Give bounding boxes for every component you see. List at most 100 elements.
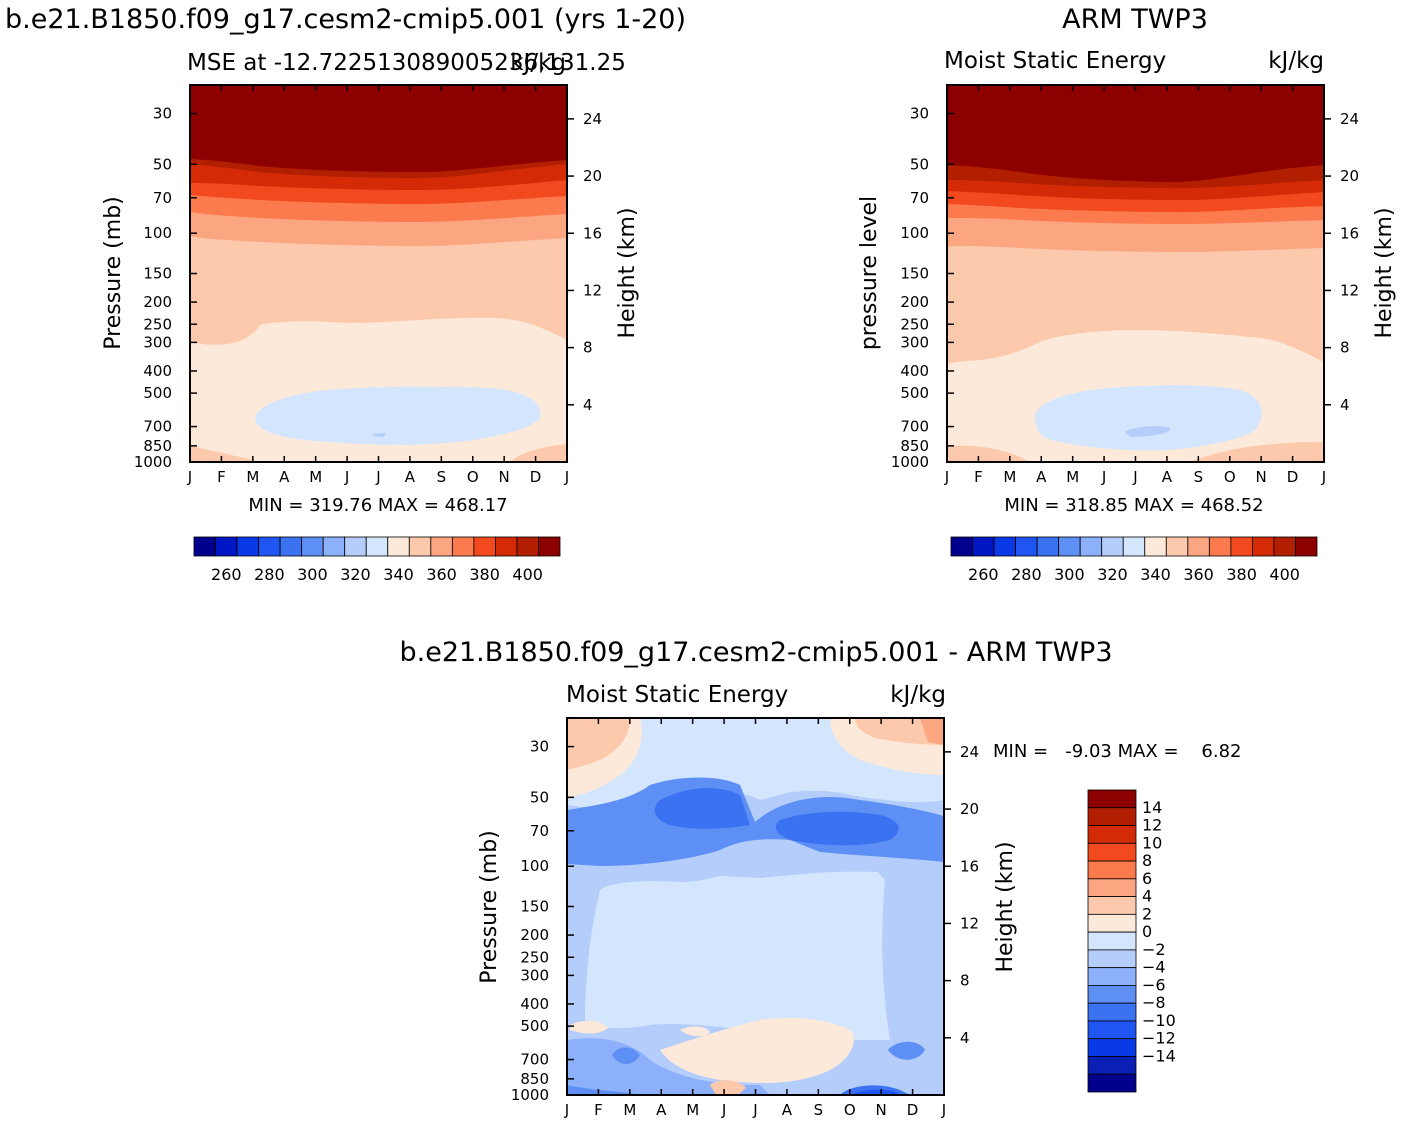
colorbar-label: 340	[383, 565, 414, 584]
x-tick-label: O	[1224, 468, 1236, 486]
y-right-tick-label: 20	[583, 167, 602, 185]
colorbar-label: 320	[340, 565, 371, 584]
colorbar-label: 400	[1269, 565, 1300, 584]
y-right-tick-label: 16	[583, 224, 602, 242]
y-right-tick-label: 16	[1340, 224, 1359, 242]
panel-diff-field	[567, 718, 944, 1095]
x-tick-label: S	[1194, 468, 1204, 486]
y-tick-label: 300	[143, 333, 172, 351]
colorbar-swatch	[1122, 536, 1146, 557]
y-right-tick-label: 4	[583, 396, 593, 414]
y-tick-label: 50	[530, 788, 549, 806]
y-tick-label: 850	[143, 437, 172, 455]
colorbar-swatch	[1230, 536, 1253, 557]
x-tick-label: D	[1287, 468, 1299, 486]
y-tick-label: 50	[153, 155, 172, 173]
colorbar-swatch	[1087, 807, 1137, 826]
colorbar-swatch	[1087, 967, 1137, 986]
y-right-tick-label: 8	[1340, 339, 1350, 357]
x-tick-label: J	[944, 468, 949, 486]
x-tick-label: N	[1256, 468, 1267, 486]
panel-obs-y-axis-right: 24 20 16 12 8 4	[1324, 110, 1359, 414]
x-tick-label: J	[564, 1101, 569, 1119]
x-tick-label: O	[844, 1101, 856, 1119]
y-tick-label: 70	[153, 189, 172, 207]
x-tick-label: D	[530, 468, 542, 486]
x-tick-label: N	[876, 1101, 887, 1119]
x-tick-label: F	[217, 468, 226, 486]
colorbar-label: 14	[1142, 798, 1162, 817]
colorbar-swatch	[1087, 1056, 1137, 1075]
x-tick-label: A	[782, 1101, 793, 1119]
panel-diff-y-right-label: Height (km)	[993, 841, 1018, 972]
colorbar-label: 360	[426, 565, 457, 584]
x-tick-label: J	[344, 468, 349, 486]
x-tick-label: J	[564, 468, 569, 486]
colorbar-swatch	[1015, 536, 1038, 557]
colorbar-label: 10	[1142, 833, 1162, 852]
colorbar-label: 380	[1226, 565, 1257, 584]
colorbar-swatch	[1087, 878, 1137, 897]
x-tick-label: M	[686, 1101, 699, 1119]
colorbar-label: −4	[1142, 958, 1166, 977]
colorbar-swatch	[1208, 536, 1232, 557]
y-tick-label: 150	[520, 898, 549, 916]
y-right-tick-label: 16	[960, 857, 979, 875]
panel-diff-left-label: Moist Static Energy	[566, 682, 788, 708]
y-right-tick-label: 24	[960, 743, 979, 761]
y-right-tick-label: 24	[1340, 110, 1359, 128]
panel-diff-y-left-label: Pressure (mb)	[477, 830, 502, 984]
y-tick-label: 850	[900, 437, 929, 455]
colorbar-swatch	[473, 536, 496, 557]
colorbar-swatch	[1087, 1002, 1137, 1022]
y-right-tick-label: 4	[960, 1029, 970, 1047]
y-right-tick-label: 20	[1340, 167, 1359, 185]
y-right-tick-label: 12	[583, 281, 602, 299]
y-tick-label: 250	[900, 315, 929, 333]
y-right-tick-label: 8	[960, 972, 970, 990]
x-tick-label: O	[467, 468, 479, 486]
y-right-tick-label: 24	[583, 110, 602, 128]
x-tick-label: J	[721, 1101, 726, 1119]
x-tick-label: J	[1132, 468, 1137, 486]
colorbar-swatch	[344, 536, 367, 557]
colorbar-swatch	[1273, 536, 1296, 557]
y-tick-label: 500	[520, 1017, 549, 1035]
y-tick-label: 500	[900, 384, 929, 402]
colorbar-label: −2	[1142, 940, 1166, 959]
y-tick-label: 100	[520, 857, 549, 875]
x-tick-label: J	[941, 1101, 946, 1119]
panel-diff-units: kJ/kg	[890, 682, 946, 708]
panel-model-y-right-label: Height (km)	[615, 207, 640, 338]
colorbar-swatch	[1058, 536, 1081, 557]
panel-model-title: b.e21.B1850.f09_g17.cesm2-cmip5.001 (yrs…	[5, 4, 686, 35]
y-tick-label: 1000	[511, 1086, 549, 1104]
colorbar-swatch	[495, 536, 518, 557]
colorbar-swatch	[1087, 913, 1137, 933]
y-tick-label: 300	[900, 333, 929, 351]
colorbar-swatch	[236, 536, 259, 557]
y-right-tick-label: 20	[960, 800, 979, 818]
y-tick-label: 250	[520, 948, 549, 966]
x-tick-label: N	[499, 468, 510, 486]
x-tick-label: J	[375, 468, 380, 486]
x-tick-label: A	[405, 468, 416, 486]
colorbar-swatch	[1087, 896, 1137, 915]
colorbar-label: 260	[968, 565, 999, 584]
colorbar-swatch	[301, 536, 324, 557]
colorbar-label: −10	[1142, 1011, 1176, 1030]
y-tick-label: 400	[520, 995, 549, 1013]
y-tick-label: 200	[900, 293, 929, 311]
colorbar-swatch	[430, 536, 453, 557]
x-tick-label: M	[309, 468, 322, 486]
colorbar-swatch	[1087, 860, 1137, 880]
y-tick-label: 700	[143, 418, 172, 436]
colorbar-swatch	[279, 536, 303, 557]
x-tick-label: S	[814, 1101, 824, 1119]
y-tick-label: 70	[530, 822, 549, 840]
